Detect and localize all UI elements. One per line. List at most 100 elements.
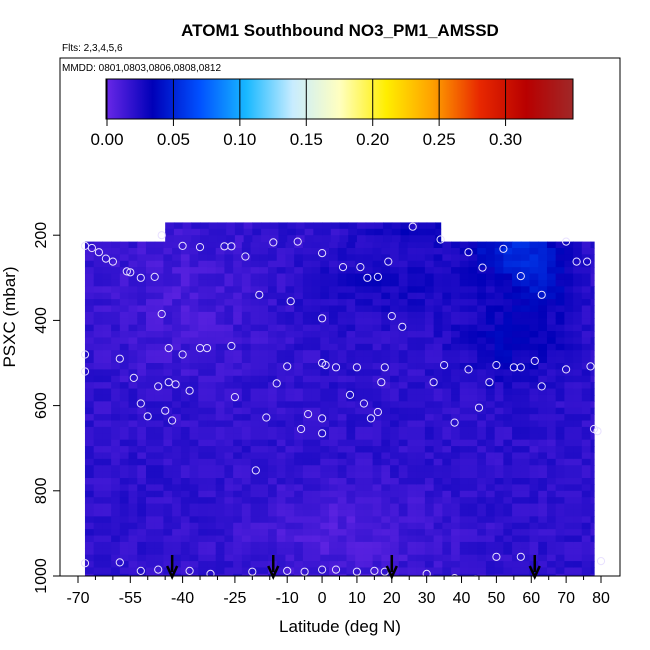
heatmap-cell xyxy=(416,478,426,486)
heatmap-cell xyxy=(337,471,348,479)
heatmap-cell xyxy=(337,465,348,473)
heatmap-cell xyxy=(102,522,112,530)
heatmap-cell xyxy=(381,375,391,383)
heatmap-cell xyxy=(555,363,565,370)
heatmap-cell xyxy=(381,267,391,275)
heatmap-cell xyxy=(311,522,321,530)
heatmap-cell xyxy=(433,337,443,345)
heatmap-cell xyxy=(433,490,443,498)
heatmap-cell xyxy=(355,446,365,454)
heatmap-cell xyxy=(363,452,374,460)
heatmap-cell xyxy=(407,401,417,409)
heatmap-cell xyxy=(329,541,339,549)
heatmap-cell xyxy=(224,458,234,466)
heatmap-cell xyxy=(259,535,269,543)
sample-point xyxy=(373,407,382,417)
heatmap-cell xyxy=(111,299,121,307)
heatmap-cell xyxy=(346,535,356,543)
heatmap-cell xyxy=(198,305,208,313)
heatmap-cell xyxy=(128,446,138,454)
heatmap-cell xyxy=(276,458,287,466)
heatmap-cell xyxy=(372,305,382,313)
heatmap-cell xyxy=(503,260,513,268)
heatmap-cell xyxy=(477,286,487,294)
heatmap-cell xyxy=(215,426,226,434)
heatmap-cell xyxy=(391,228,402,236)
heatmap-cell xyxy=(128,541,138,549)
heatmap-cell xyxy=(224,465,234,473)
heatmap-cell xyxy=(372,516,382,524)
heatmap-cell xyxy=(84,311,95,319)
heatmap-cell xyxy=(137,465,147,473)
heatmap-cell xyxy=(119,554,130,562)
heatmap-cell xyxy=(241,382,252,390)
heatmap-cell xyxy=(311,305,321,313)
heatmap-cell xyxy=(355,478,365,486)
heatmap-cell xyxy=(137,471,147,479)
heatmap-cell xyxy=(477,490,487,498)
heatmap-cell xyxy=(512,311,522,319)
heatmap-cell xyxy=(224,490,234,498)
heatmap-cell xyxy=(468,471,478,479)
heatmap-cell xyxy=(573,490,583,498)
heatmap-cell xyxy=(250,260,260,268)
sample-point xyxy=(530,356,539,365)
heatmap-cell xyxy=(555,382,565,390)
heatmap-cell xyxy=(390,458,400,466)
heatmap-cell xyxy=(546,292,557,300)
heatmap-cell xyxy=(381,567,391,575)
heatmap-cell xyxy=(119,324,130,332)
heatmap-cell xyxy=(180,331,191,339)
heatmap-cell xyxy=(224,318,234,326)
heatmap-cell xyxy=(163,350,173,358)
heatmap-cell xyxy=(137,254,147,262)
heatmap-cell xyxy=(128,401,138,409)
heatmap-cell xyxy=(128,299,138,307)
heatmap-cell xyxy=(302,529,313,537)
heatmap-cell xyxy=(573,394,583,402)
heatmap-cell xyxy=(102,458,112,466)
heatmap-cell xyxy=(346,497,356,505)
heatmap-cell xyxy=(84,567,95,575)
heatmap-cell xyxy=(259,241,269,249)
heatmap-cell xyxy=(84,490,95,498)
heatmap-cell xyxy=(268,375,278,383)
heatmap-cell xyxy=(337,573,348,576)
heatmap-cell xyxy=(538,433,548,441)
heatmap-cell xyxy=(189,471,199,479)
heatmap-cell xyxy=(268,548,278,556)
heatmap-cell xyxy=(294,426,304,434)
heatmap-cell xyxy=(111,375,121,383)
heatmap-cell xyxy=(503,279,513,287)
heatmap-cell xyxy=(207,522,217,530)
heatmap-cell xyxy=(546,394,557,402)
heatmap-cell xyxy=(468,535,478,543)
heatmap-cell xyxy=(207,337,217,345)
heatmap-cell xyxy=(241,401,252,409)
heatmap-cell xyxy=(564,420,574,428)
heatmap-cell xyxy=(416,305,426,313)
heatmap-cell xyxy=(346,484,356,492)
heatmap-cell xyxy=(573,535,583,543)
heatmap-cell xyxy=(529,299,539,307)
heatmap-cell xyxy=(226,222,236,230)
heatmap-cell xyxy=(459,490,470,498)
heatmap-cell xyxy=(442,535,452,543)
heatmap-cell xyxy=(180,343,191,351)
heatmap-cell xyxy=(224,567,234,575)
heatmap-cell xyxy=(416,516,426,524)
heatmap-cell xyxy=(311,343,321,351)
heatmap-cell xyxy=(590,458,595,466)
heatmap-cell xyxy=(268,497,278,505)
heatmap-cell xyxy=(311,433,321,441)
heatmap-cell xyxy=(215,554,226,562)
heatmap-cell xyxy=(416,439,426,447)
heatmap-cell xyxy=(137,260,147,268)
heatmap-cell xyxy=(538,407,548,415)
heatmap-cell xyxy=(468,446,478,454)
heatmap-cell xyxy=(119,273,130,281)
heatmap-cell xyxy=(241,439,252,447)
heatmap-cell xyxy=(433,471,443,479)
heatmap-cell xyxy=(189,356,199,364)
heatmap-cell xyxy=(128,465,138,473)
